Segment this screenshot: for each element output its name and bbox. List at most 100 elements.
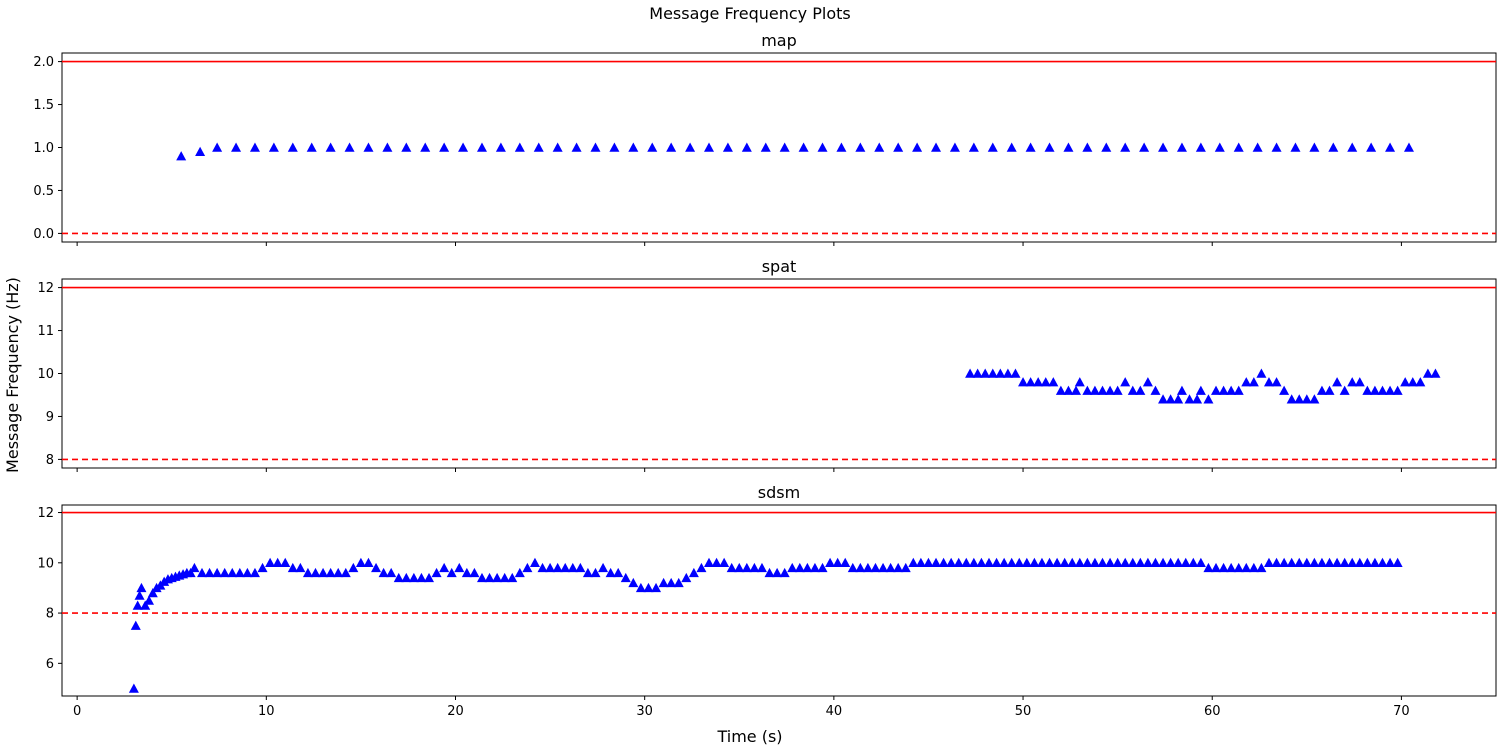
x-tick-label: 70 xyxy=(1393,704,1410,719)
data-point xyxy=(567,562,578,573)
y-tick-label: 0.5 xyxy=(33,184,54,199)
data-point xyxy=(136,582,147,593)
data-point xyxy=(1127,385,1138,395)
data-point xyxy=(231,142,242,152)
data-point xyxy=(461,567,472,578)
data-point xyxy=(1256,368,1267,378)
data-point xyxy=(1400,377,1411,387)
data-point xyxy=(1347,377,1358,387)
data-point xyxy=(878,562,889,573)
data-point xyxy=(1369,385,1380,395)
data-point xyxy=(1192,394,1203,404)
data-point xyxy=(1195,385,1206,395)
data-point xyxy=(832,557,843,568)
data-point xyxy=(469,567,480,578)
data-point xyxy=(605,567,616,578)
data-point xyxy=(185,567,196,578)
data-point xyxy=(1127,557,1138,568)
data-point xyxy=(1385,385,1396,395)
data-point xyxy=(1059,557,1070,568)
data-point xyxy=(772,567,783,578)
data-point xyxy=(1316,385,1327,395)
data-point xyxy=(1101,142,1112,152)
data-point xyxy=(1082,385,1093,395)
data-point xyxy=(1033,377,1044,387)
x-tick-label: 40 xyxy=(826,704,843,719)
data-point xyxy=(893,142,904,152)
data-point xyxy=(1301,557,1312,568)
data-point xyxy=(885,562,896,573)
data-point xyxy=(968,557,979,568)
x-tick-label: 60 xyxy=(1204,704,1221,719)
data-point xyxy=(1158,394,1169,404)
data-point xyxy=(673,577,684,588)
data-point xyxy=(1135,385,1146,395)
data-point xyxy=(575,562,586,573)
data-point xyxy=(647,142,658,152)
data-point xyxy=(1339,385,1350,395)
data-point xyxy=(1044,142,1055,152)
data-point xyxy=(1052,557,1063,568)
data-point xyxy=(741,142,752,152)
data-point xyxy=(492,572,503,583)
y-tick-label: 2.0 xyxy=(33,55,54,70)
data-point xyxy=(609,142,620,152)
data-point xyxy=(348,562,359,573)
data-point xyxy=(1097,385,1108,395)
data-point xyxy=(836,142,847,152)
data-point xyxy=(132,600,143,610)
data-point xyxy=(1309,142,1320,152)
data-point xyxy=(401,572,412,583)
data-point xyxy=(938,557,949,568)
data-point xyxy=(613,567,624,578)
data-point xyxy=(999,557,1010,568)
data-point xyxy=(280,557,291,568)
data-point xyxy=(204,567,215,578)
data-point xyxy=(798,142,809,152)
y-tick-label: 9 xyxy=(46,410,54,425)
data-point xyxy=(1040,377,1051,387)
data-point xyxy=(439,142,450,152)
y-tick-label: 8 xyxy=(46,453,54,468)
data-point xyxy=(749,562,760,573)
data-point xyxy=(722,142,733,152)
data-point xyxy=(128,683,139,693)
data-point xyxy=(295,562,306,573)
data-point xyxy=(560,562,571,573)
data-point xyxy=(1294,394,1305,404)
data-point xyxy=(1135,557,1146,568)
data-point xyxy=(1029,557,1040,568)
data-point xyxy=(393,572,404,583)
data-point xyxy=(386,567,397,578)
data-point xyxy=(923,557,934,568)
data-point xyxy=(1195,557,1206,568)
data-point xyxy=(1366,142,1377,152)
data-point xyxy=(1195,142,1206,152)
data-point xyxy=(1184,394,1195,404)
data-point xyxy=(189,562,200,573)
data-point xyxy=(1044,557,1055,568)
data-point xyxy=(817,142,828,152)
data-point xyxy=(1173,394,1184,404)
data-point xyxy=(287,142,298,152)
data-point xyxy=(1407,377,1418,387)
data-point xyxy=(696,562,707,573)
data-point xyxy=(227,567,238,578)
figure-title: Message Frequency Plots xyxy=(649,4,850,23)
axes-frame xyxy=(61,52,1497,243)
y-tick-label: 1.0 xyxy=(33,141,54,156)
data-point xyxy=(344,142,355,152)
data-point xyxy=(325,567,336,578)
data-point xyxy=(1203,562,1214,573)
data-point xyxy=(908,557,919,568)
data-point xyxy=(1082,557,1093,568)
data-point xyxy=(416,572,427,583)
data-point xyxy=(1241,562,1252,573)
data-point xyxy=(847,562,858,573)
data-point xyxy=(741,562,752,573)
axes-frame xyxy=(61,278,1497,469)
data-point xyxy=(1158,142,1169,152)
data-point xyxy=(1422,368,1433,378)
data-point xyxy=(1218,385,1229,395)
data-point xyxy=(1309,557,1320,568)
